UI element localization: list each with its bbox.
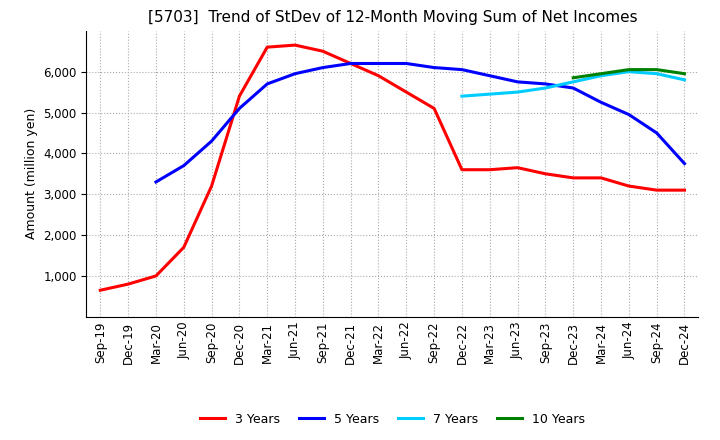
5 Years [624, 112, 633, 117]
7 Years [680, 77, 689, 82]
5 Years [458, 67, 467, 72]
5 Years [402, 61, 410, 66]
3 Years [152, 273, 161, 279]
7 Years [485, 92, 494, 97]
7 Years [541, 85, 550, 91]
10 Years [569, 75, 577, 81]
7 Years [458, 94, 467, 99]
3 Years [541, 171, 550, 176]
3 Years [402, 89, 410, 95]
3 Years [680, 187, 689, 193]
3 Years [513, 165, 522, 170]
3 Years [597, 175, 606, 180]
10 Years [597, 71, 606, 76]
3 Years [374, 73, 383, 78]
3 Years [624, 183, 633, 189]
7 Years [624, 69, 633, 74]
3 Years [458, 167, 467, 172]
3 Years [569, 175, 577, 180]
5 Years [263, 81, 271, 87]
Legend: 3 Years, 5 Years, 7 Years, 10 Years: 3 Years, 5 Years, 7 Years, 10 Years [195, 408, 590, 431]
5 Years [541, 81, 550, 87]
Line: 10 Years: 10 Years [573, 70, 685, 78]
7 Years [652, 71, 661, 76]
5 Years [346, 61, 355, 66]
10 Years [680, 71, 689, 76]
7 Years [513, 89, 522, 95]
5 Years [652, 130, 661, 136]
3 Years [346, 61, 355, 66]
3 Years [263, 44, 271, 50]
5 Years [680, 161, 689, 166]
3 Years [207, 183, 216, 189]
3 Years [96, 288, 104, 293]
5 Years [179, 163, 188, 168]
3 Years [235, 94, 243, 99]
3 Years [652, 187, 661, 193]
Title: [5703]  Trend of StDev of 12-Month Moving Sum of Net Incomes: [5703] Trend of StDev of 12-Month Moving… [148, 11, 637, 26]
5 Years [374, 61, 383, 66]
Line: 3 Years: 3 Years [100, 45, 685, 290]
5 Years [318, 65, 327, 70]
5 Years [207, 139, 216, 144]
5 Years [430, 65, 438, 70]
5 Years [152, 180, 161, 185]
3 Years [318, 48, 327, 54]
Y-axis label: Amount (million yen): Amount (million yen) [24, 108, 37, 239]
3 Years [485, 167, 494, 172]
5 Years [569, 85, 577, 91]
7 Years [569, 79, 577, 84]
3 Years [124, 282, 132, 287]
3 Years [291, 42, 300, 48]
5 Years [485, 73, 494, 78]
7 Years [597, 73, 606, 78]
5 Years [597, 99, 606, 105]
10 Years [624, 67, 633, 72]
10 Years [652, 67, 661, 72]
5 Years [513, 79, 522, 84]
Line: 5 Years: 5 Years [156, 63, 685, 182]
5 Years [291, 71, 300, 76]
3 Years [179, 245, 188, 250]
5 Years [235, 106, 243, 111]
Line: 7 Years: 7 Years [462, 72, 685, 96]
3 Years [430, 106, 438, 111]
